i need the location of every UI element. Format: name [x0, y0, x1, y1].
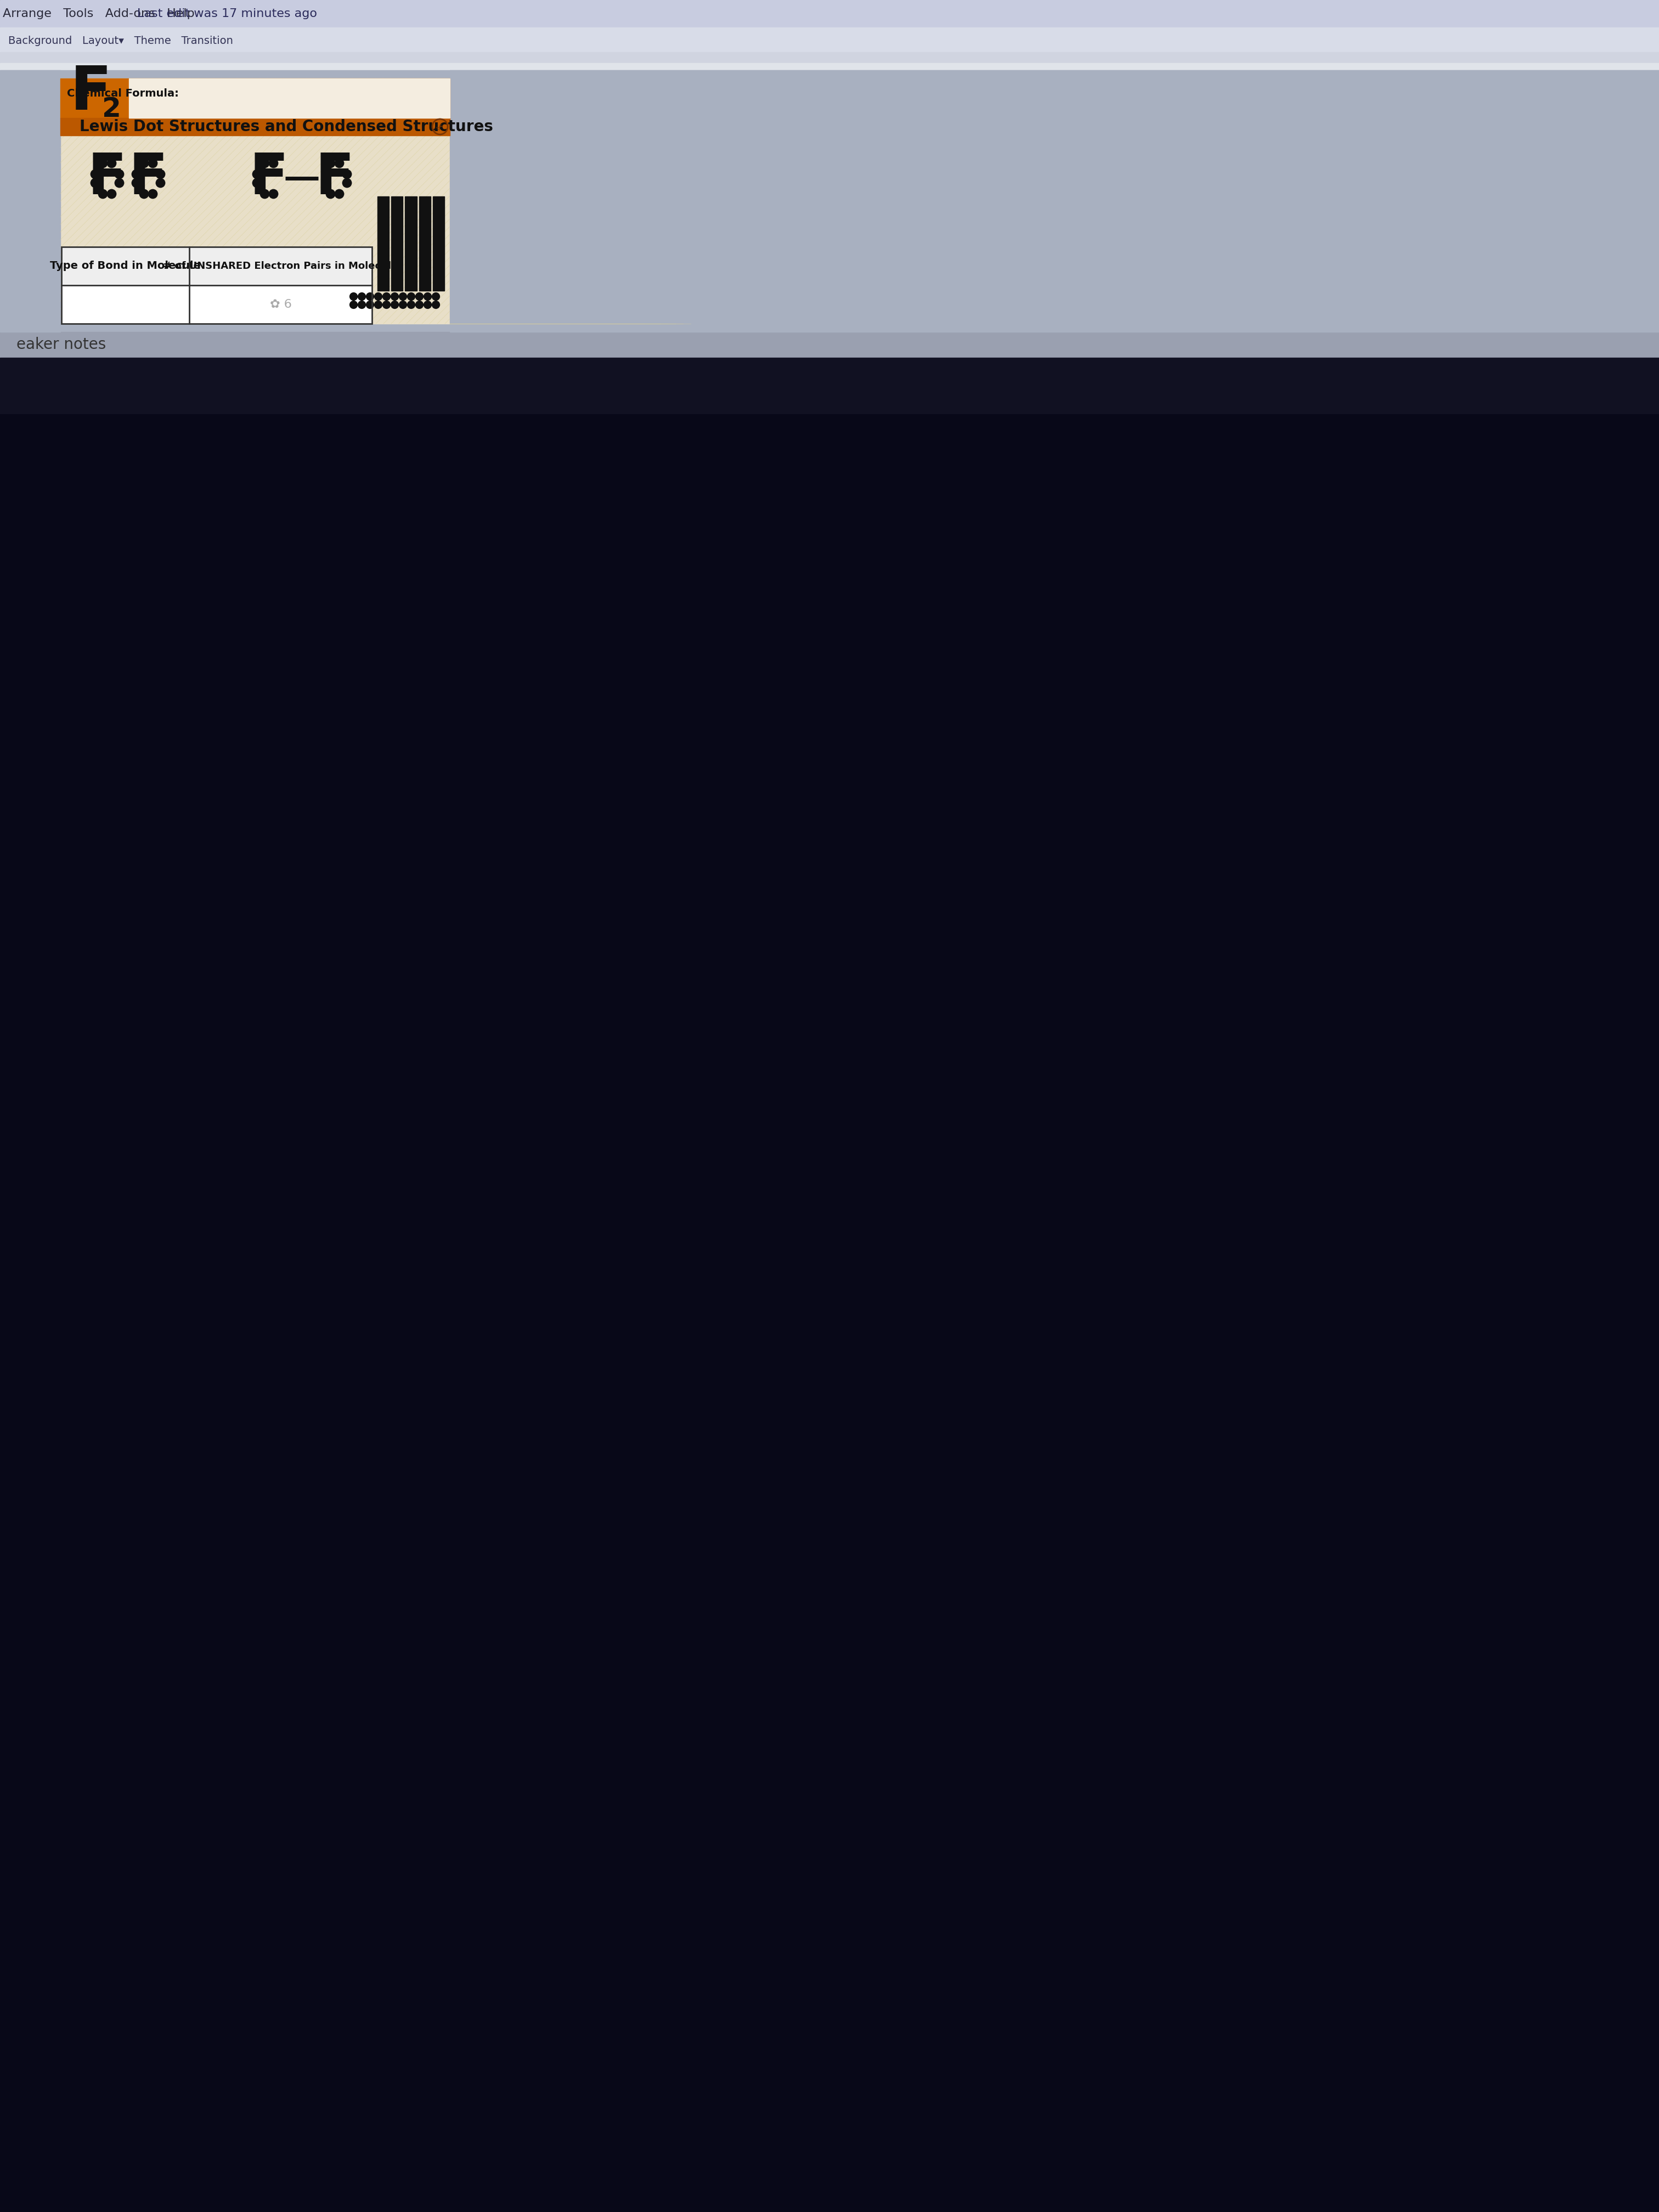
Text: Background   Layout▾   Theme   Transition: Background Layout▾ Theme Transition — [8, 35, 234, 46]
Point — [415, 288, 441, 323]
Point — [340, 279, 367, 314]
Point — [106, 166, 133, 201]
Bar — [61, 248, 372, 285]
Point — [325, 177, 352, 212]
Point — [423, 288, 450, 323]
Point — [90, 177, 116, 212]
Text: Arrange   Tools   Add-ons   Help: Arrange Tools Add-ons Help — [3, 9, 194, 20]
Point — [423, 279, 450, 314]
Point — [131, 177, 158, 212]
Text: F: F — [129, 150, 168, 206]
Bar — [60, 77, 450, 117]
Circle shape — [433, 119, 448, 135]
Bar — [0, 27, 1659, 53]
Bar — [405, 197, 416, 290]
Bar — [420, 197, 431, 290]
Point — [390, 288, 416, 323]
Text: ✂: ✂ — [433, 119, 446, 133]
Point — [131, 146, 158, 181]
Bar — [0, 0, 1659, 27]
Bar — [60, 77, 450, 323]
Point — [398, 279, 425, 314]
Text: F: F — [88, 150, 126, 206]
Point — [348, 279, 375, 314]
Bar — [0, 71, 60, 332]
Text: F: F — [315, 150, 353, 206]
Point — [251, 146, 277, 181]
Text: eaker notes: eaker notes — [17, 336, 106, 352]
Point — [373, 288, 400, 323]
Bar — [0, 64, 1659, 71]
Point — [406, 288, 433, 323]
Bar — [433, 197, 445, 290]
Point — [244, 166, 270, 201]
Point — [260, 177, 287, 212]
Bar — [0, 71, 1659, 332]
Point — [365, 279, 392, 314]
Point — [148, 166, 174, 201]
Point — [90, 146, 116, 181]
Point — [357, 288, 383, 323]
Text: F: F — [70, 64, 111, 122]
Point — [139, 146, 166, 181]
Point — [382, 279, 408, 314]
Point — [373, 279, 400, 314]
Point — [139, 177, 166, 212]
Point — [260, 146, 287, 181]
Text: Chemical Formula:: Chemical Formula: — [66, 88, 179, 100]
Bar — [61, 248, 372, 323]
Bar — [129, 77, 450, 117]
Text: # of UNSHARED Electron Pairs in Molecule: # of UNSHARED Electron Pairs in Molecule — [163, 261, 398, 272]
Text: ✿ 6: ✿ 6 — [270, 299, 292, 310]
Point — [81, 166, 108, 201]
Bar — [61, 248, 372, 323]
Point — [357, 279, 383, 314]
Bar — [0, 358, 1659, 414]
Point — [333, 157, 360, 192]
Point — [333, 166, 360, 201]
Point — [98, 177, 124, 212]
Point — [251, 177, 277, 212]
Text: 2: 2 — [103, 95, 121, 122]
Text: Last edit was 17 minutes ago: Last edit was 17 minutes ago — [138, 9, 317, 20]
Point — [415, 279, 441, 314]
Bar — [0, 53, 1659, 64]
Point — [382, 288, 408, 323]
Bar — [60, 117, 450, 135]
Bar — [378, 197, 390, 290]
Point — [365, 288, 392, 323]
Point — [340, 288, 367, 323]
Point — [123, 157, 149, 192]
Point — [325, 146, 352, 181]
Point — [244, 157, 270, 192]
Point — [81, 157, 108, 192]
Point — [106, 157, 133, 192]
Point — [398, 288, 425, 323]
Point — [348, 288, 375, 323]
Text: Lewis Dot Structures and Condensed Structures: Lewis Dot Structures and Condensed Struc… — [80, 119, 493, 135]
Bar — [0, 414, 1659, 2212]
Point — [98, 146, 124, 181]
Bar — [450, 71, 1659, 332]
Point — [148, 157, 174, 192]
Point — [123, 166, 149, 201]
Point — [406, 279, 433, 314]
Point — [390, 279, 416, 314]
Text: F: F — [249, 150, 289, 206]
Point — [317, 146, 343, 181]
Bar — [0, 332, 1659, 358]
Text: Type of Bond in Molecule: Type of Bond in Molecule — [50, 261, 201, 272]
Point — [317, 177, 343, 212]
Bar — [392, 197, 403, 290]
